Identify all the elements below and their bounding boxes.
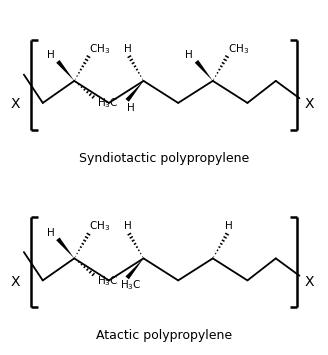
Text: Atactic polypropylene: Atactic polypropylene bbox=[96, 329, 232, 342]
Text: H: H bbox=[127, 103, 135, 113]
Text: H$_3$C: H$_3$C bbox=[120, 278, 142, 292]
Polygon shape bbox=[56, 237, 74, 258]
Text: H: H bbox=[47, 50, 54, 60]
Text: H: H bbox=[225, 221, 233, 231]
Text: X: X bbox=[10, 275, 20, 289]
Text: X: X bbox=[304, 98, 314, 111]
Text: H: H bbox=[185, 50, 193, 60]
Polygon shape bbox=[56, 60, 74, 81]
Text: CH$_3$: CH$_3$ bbox=[228, 42, 249, 56]
Text: H: H bbox=[47, 228, 54, 237]
Text: H$_3$C: H$_3$C bbox=[97, 97, 118, 110]
Text: H: H bbox=[124, 44, 132, 54]
Polygon shape bbox=[126, 258, 144, 279]
Text: H: H bbox=[124, 221, 132, 231]
Text: H$_3$C: H$_3$C bbox=[97, 274, 118, 288]
Text: X: X bbox=[10, 98, 20, 111]
Text: CH$_3$: CH$_3$ bbox=[89, 219, 111, 233]
Text: CH$_3$: CH$_3$ bbox=[89, 42, 111, 56]
Polygon shape bbox=[126, 81, 144, 102]
Text: X: X bbox=[304, 275, 314, 289]
Polygon shape bbox=[195, 60, 213, 81]
Text: Syndiotactic polypropylene: Syndiotactic polypropylene bbox=[79, 152, 249, 164]
